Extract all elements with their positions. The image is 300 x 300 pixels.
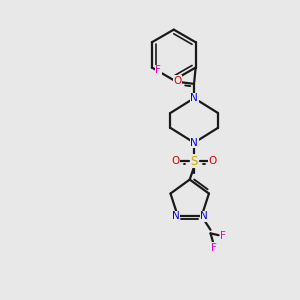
Text: S: S xyxy=(190,154,198,168)
Text: N: N xyxy=(190,93,198,103)
Text: N: N xyxy=(190,138,198,148)
Text: O: O xyxy=(174,76,182,86)
Text: F: F xyxy=(211,243,216,253)
Text: O: O xyxy=(208,156,217,166)
Text: N: N xyxy=(200,211,208,221)
Text: F: F xyxy=(155,65,161,76)
Text: F: F xyxy=(220,231,226,241)
Text: O: O xyxy=(172,156,180,166)
Text: N: N xyxy=(172,211,179,221)
